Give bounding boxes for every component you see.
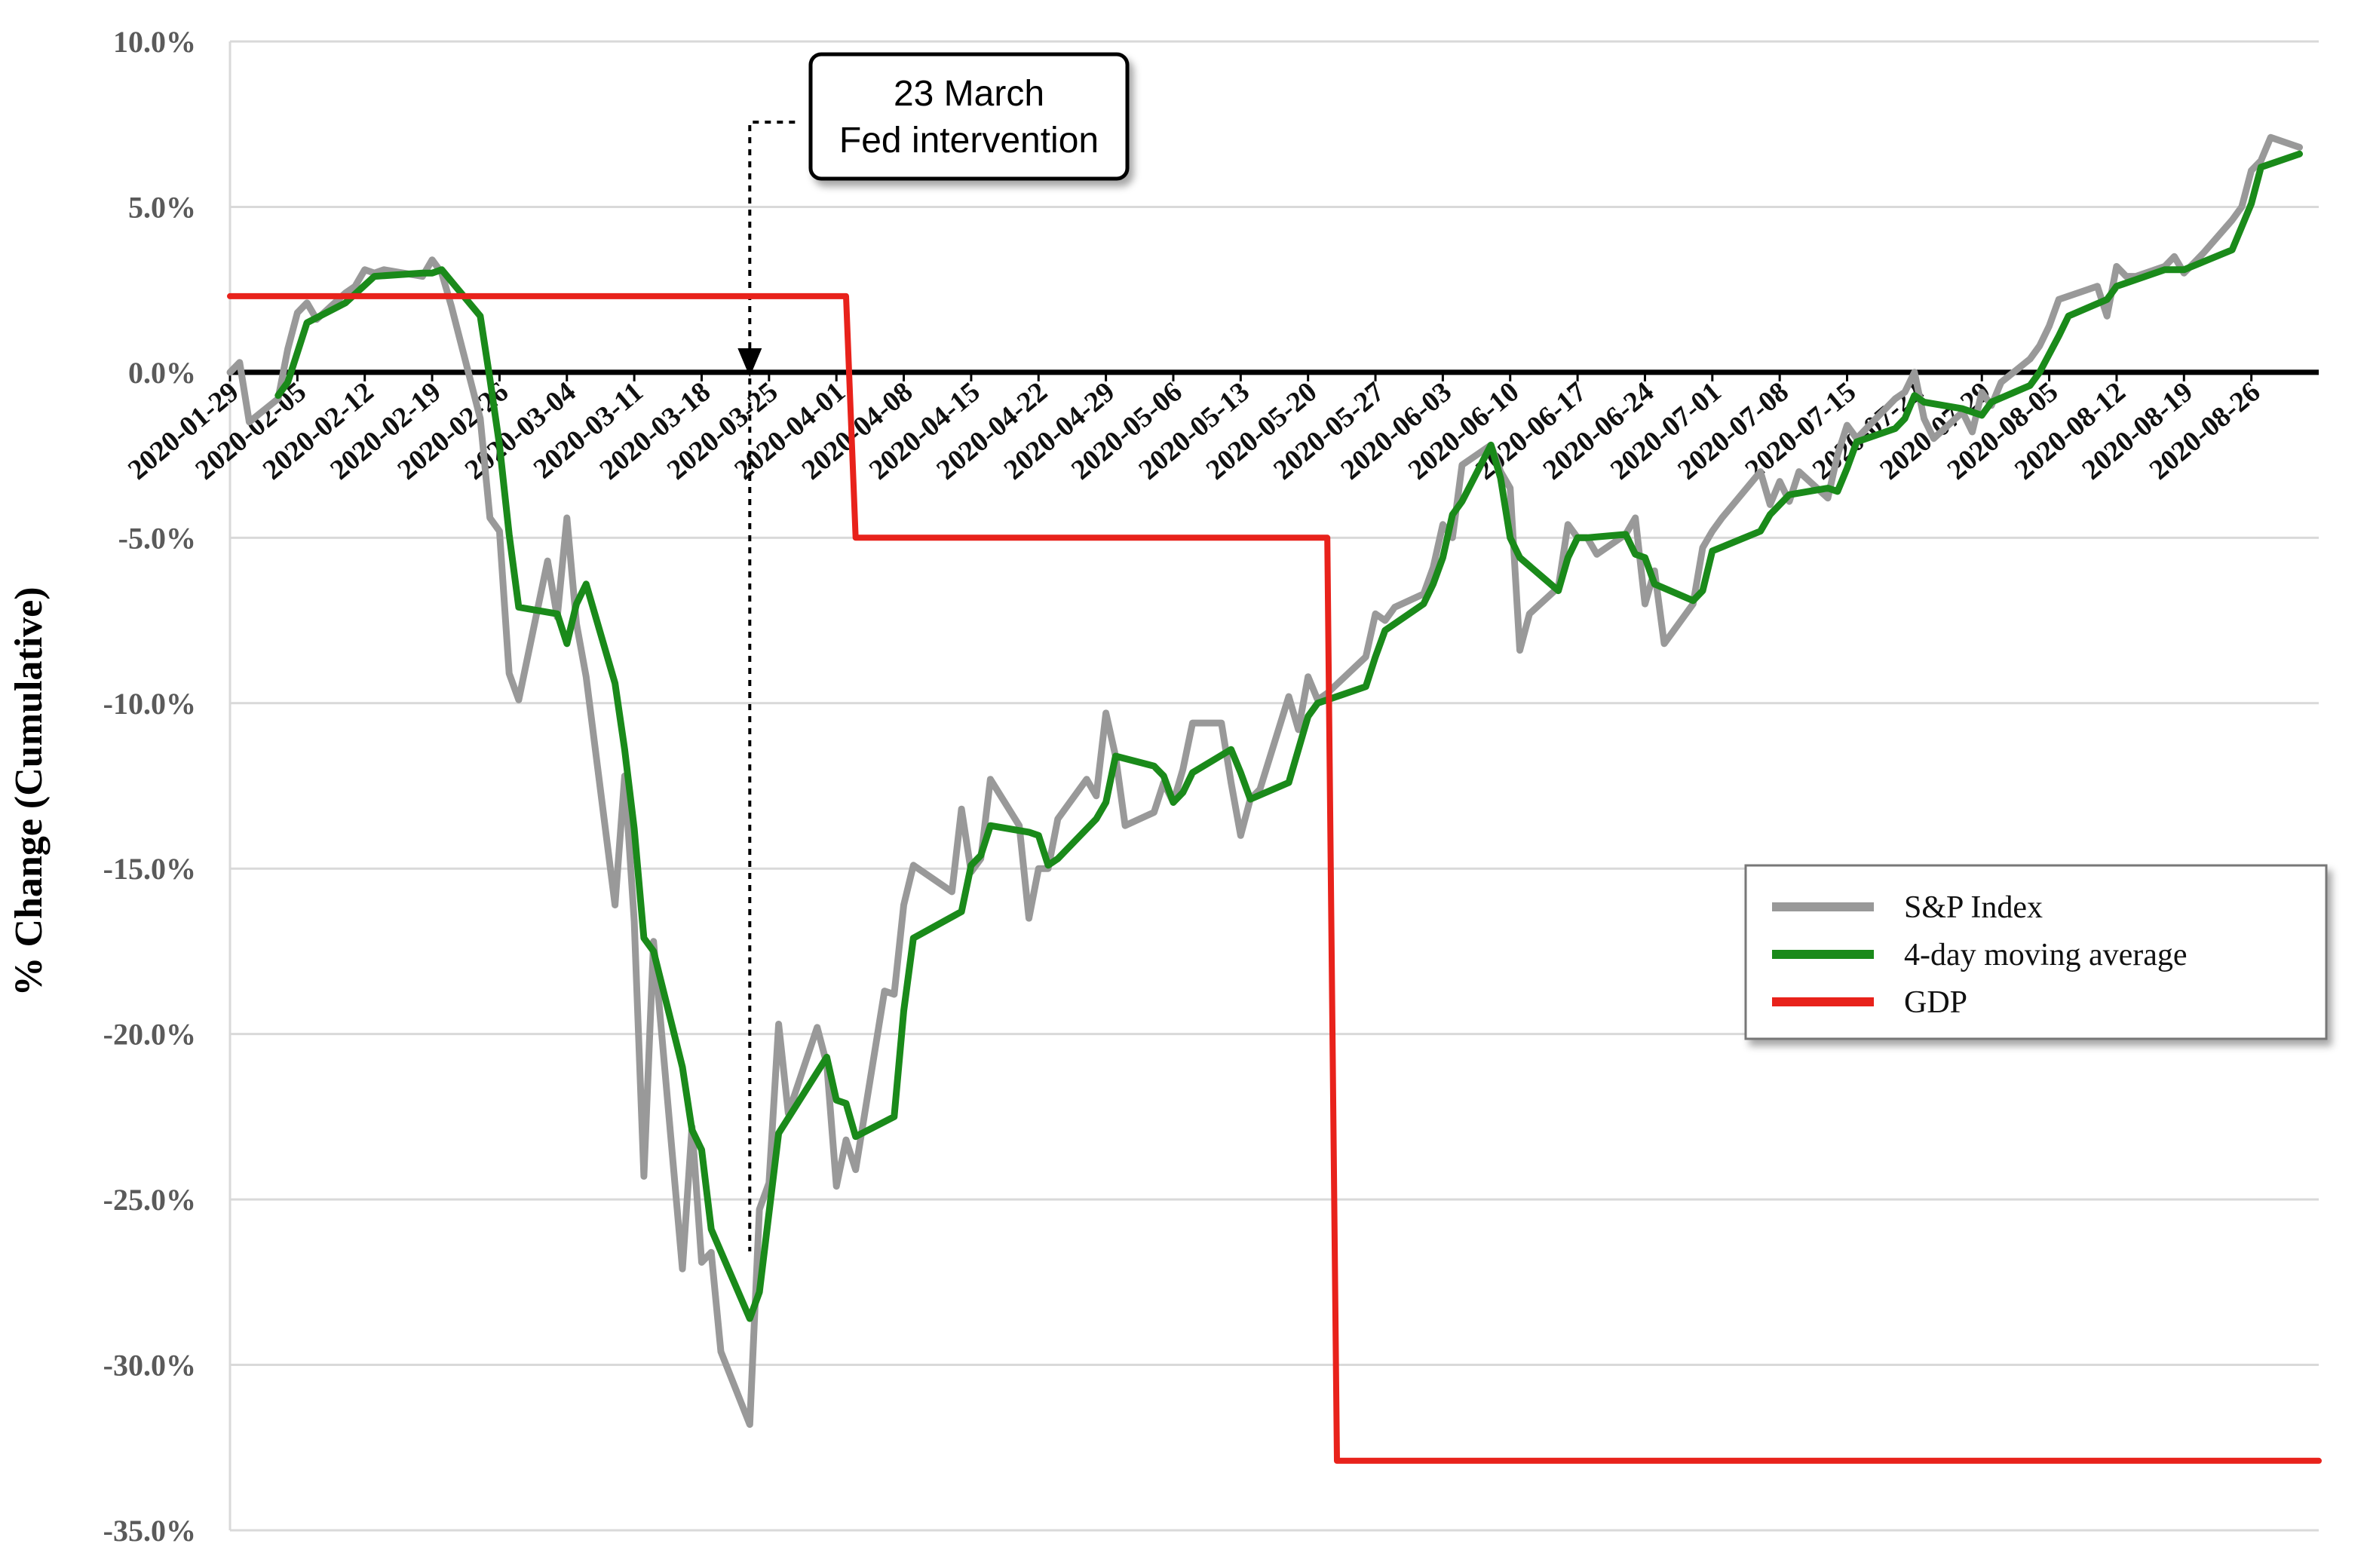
axes [228, 41, 2319, 1530]
annotation: 23 March Fed intervention [737, 52, 1130, 1251]
y-tick-label: 0.0% [128, 356, 196, 390]
y-tick-labels: 10.0% 5.0% 0.0% -5.0% -10.0% -15.0% -20.0% -25.… [103, 25, 196, 1548]
annotation-text: 23 March [894, 74, 1044, 114]
y-tick-label: 10.0% [113, 25, 196, 59]
series-lines [226, 133, 2322, 1464]
y-tick-label: -20.0% [103, 1018, 196, 1052]
sp-index-line [226, 133, 2303, 1429]
legend: S&P Index 4-day moving average GDP [1744, 864, 2328, 1040]
gdp-line [227, 292, 2322, 1464]
y-tick-label: -15.0% [103, 852, 196, 886]
y-tick-label: -10.0% [103, 687, 196, 721]
y-tick-label: 5.0% [128, 190, 196, 224]
gridlines [230, 40, 2319, 1532]
y-axis-title: % Change (Cumulative) [8, 586, 51, 996]
legend-entry: 4-day moving average [1904, 938, 2188, 972]
legend-entry: S&P Index [1904, 890, 2043, 925]
annotation-leader-line [748, 121, 796, 1251]
annotation-box [808, 52, 1130, 181]
y-tick-label: -25.0% [103, 1183, 196, 1217]
y-tick-label: -5.0% [118, 521, 196, 555]
annotation-text: Fed intervention [839, 121, 1099, 161]
moving-average-line [274, 150, 2303, 1322]
y-tick-label: -30.0% [103, 1349, 196, 1383]
legend-entry: GDP [1904, 985, 1967, 1020]
annotation-arrowhead [737, 348, 762, 377]
y-tick-label: -35.0% [103, 1514, 196, 1548]
